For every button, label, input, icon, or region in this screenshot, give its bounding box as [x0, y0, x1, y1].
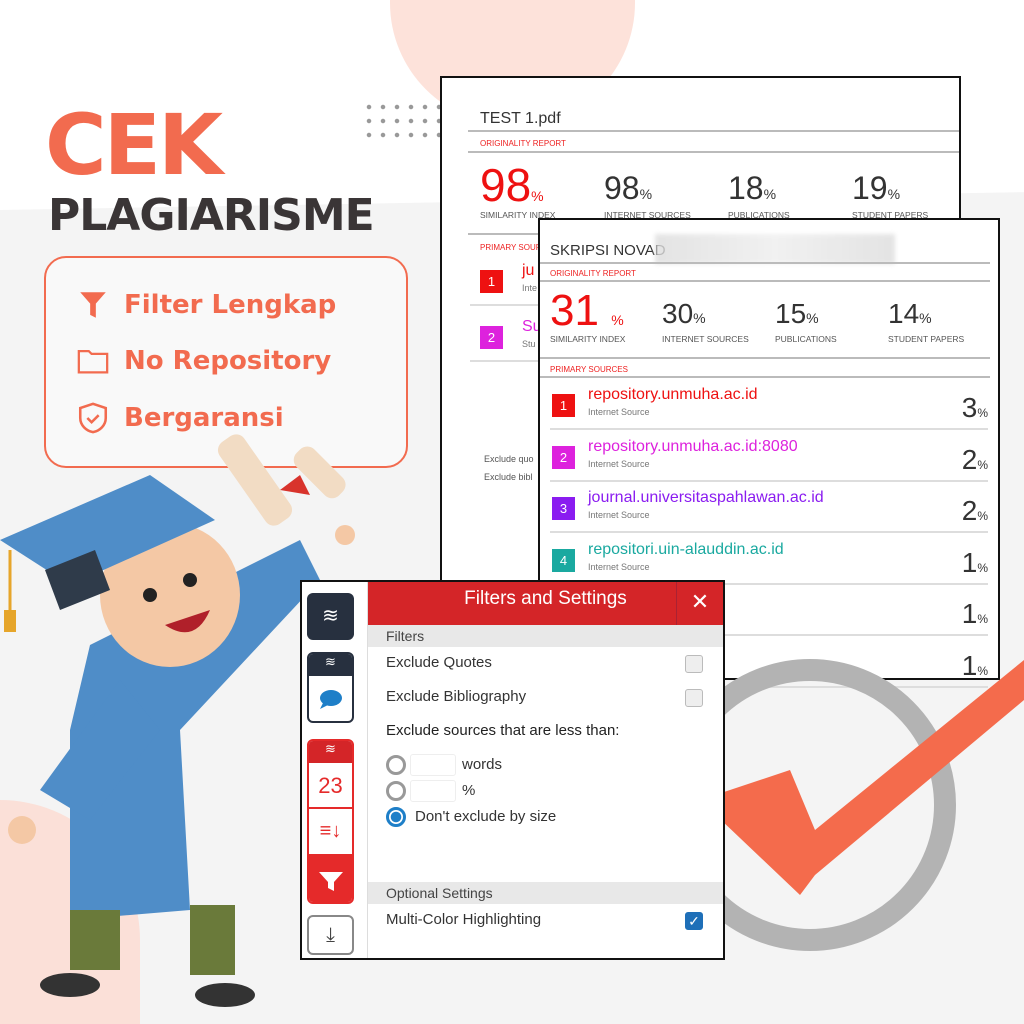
optional-settings-header: Optional Settings: [368, 882, 723, 904]
stat-label: PUBLICATIONS: [775, 334, 837, 344]
source-type: Internet Source: [588, 510, 650, 520]
primary-sources-label: PRIMARY SOUR: [480, 243, 542, 252]
source-number: 3: [552, 497, 575, 520]
funnel-icon: [319, 872, 343, 891]
internet-value: 98: [604, 170, 640, 206]
graduate-illustration: [0, 434, 355, 1007]
source-percent: 2%: [961, 443, 988, 475]
no-exclude-label: Don't exclude by size: [415, 808, 557, 825]
percent-label: %: [462, 782, 476, 799]
filter-button[interactable]: [309, 854, 352, 902]
source-row[interactable]: 1%: [550, 586, 988, 636]
words-radio[interactable]: [386, 755, 406, 775]
source-percent: 1%: [961, 649, 988, 681]
tool-sidebar: ≋ ≋ ≋ 23 ≡↓ ⤓: [302, 582, 368, 958]
source-link[interactable]: journal.universitaspahlawan.ac.id: [588, 489, 824, 506]
originality-label: ORIGINALITY REPORT: [480, 139, 566, 148]
source-percent: 1%: [961, 598, 988, 629]
words-input[interactable]: [410, 754, 456, 776]
filters-settings-panel: ≋ ≋ ≋ 23 ≡↓ ⤓ Filters and Settings ✕ Fil…: [300, 580, 725, 960]
publications-value: 18: [728, 170, 764, 206]
source-type: Internet Source: [588, 561, 650, 572]
shield-check-icon: [78, 402, 108, 434]
feature-label: Filter Lengkap: [124, 290, 337, 320]
stat-label: INTERNET SOURCES: [662, 334, 749, 344]
student-value: 14: [888, 298, 920, 329]
match-count[interactable]: 23: [309, 763, 352, 809]
decorative-dots: [362, 100, 442, 145]
primary-sources-label: PRIMARY SOURCES: [550, 365, 628, 374]
percent-radio[interactable]: [386, 781, 406, 801]
layers-icon: ≋: [322, 605, 339, 627]
panel-header: Filters and Settings ✕: [368, 582, 723, 625]
stat-label: PUBLICATIONS: [728, 210, 790, 220]
exclude-quotes-label: Exclude Quotes: [386, 654, 492, 671]
source-type: Internet Source: [588, 407, 650, 417]
filters-section-header: Filters: [368, 625, 723, 647]
source-link[interactable]: repository.unmuha.ac.id:8080: [588, 437, 798, 455]
student-value: 19: [852, 170, 888, 206]
feature-item: Bergaransi: [76, 401, 284, 435]
internet-value: 30: [662, 298, 694, 329]
report-filename: SKRIPSI NOVAD: [550, 242, 666, 259]
folder-icon: [77, 349, 109, 374]
exclude-quotes-checkbox[interactable]: [685, 655, 703, 673]
exclude-bibliography-checkbox[interactable]: [685, 689, 703, 707]
layers-icon: ≋: [309, 741, 352, 763]
source-link[interactable]: repository.unmuha.ac.id: [588, 386, 758, 403]
panel-title: Filters and Settings: [464, 588, 627, 609]
comment-bubble-icon: [320, 690, 342, 709]
stat-label: INTERNET SOURCES: [604, 210, 691, 220]
feature-item: Filter Lengkap: [76, 288, 336, 322]
promo-subtitle: PLAGIARISME: [48, 190, 375, 241]
similarity-value: 98: [480, 159, 532, 211]
feature-item: No Repository: [76, 344, 331, 378]
stat-label: SIMILARITY INDEX: [550, 334, 626, 344]
similarity-toolbar: ≋ 23 ≡↓: [307, 739, 354, 904]
feature-label: No Repository: [124, 346, 332, 376]
feature-label: Bergaransi: [124, 403, 284, 433]
multicolor-label: Multi-Color Highlighting: [386, 911, 542, 928]
similarity-value: 31: [550, 286, 599, 335]
layers-button[interactable]: ≋: [307, 593, 354, 640]
download-button[interactable]: ⤓: [307, 915, 354, 955]
exclude-bibliography-label: Exclude Bibliography: [386, 688, 527, 705]
multicolor-checkbox[interactable]: ✓: [685, 912, 703, 930]
download-icon: ⤓: [326, 924, 335, 946]
words-label: words: [462, 756, 503, 773]
percent-input[interactable]: [410, 780, 456, 802]
no-exclude-radio[interactable]: [386, 807, 406, 827]
source-row[interactable]: 2 repository.unmuha.ac.id:8080 Internet …: [550, 432, 988, 482]
stat-label: SIMILARITY INDEX: [480, 210, 556, 220]
funnel-icon: [80, 292, 106, 318]
check-icon: [700, 660, 1024, 895]
source-row[interactable]: 3 journal.universitaspahlawan.ac.id Inte…: [550, 483, 988, 533]
source-link[interactable]: repositori.uin-alauddin.ac.id: [588, 540, 784, 558]
footer-text: Exclude quo: [484, 454, 534, 464]
source-number: 2: [552, 445, 575, 469]
feature-box: Filter Lengkap No Repository Bergaransi: [44, 256, 408, 468]
source-row[interactable]: 4 repositori.uin-alauddin.ac.id Internet…: [550, 535, 988, 585]
report-filename: TEST 1.pdf: [480, 110, 561, 127]
close-button[interactable]: ✕: [676, 582, 723, 625]
publications-value: 15: [775, 298, 807, 329]
stat-label: STUDENT PAPERS: [852, 210, 929, 220]
source-number: 4: [552, 548, 575, 572]
layers-icon: ≋: [309, 654, 352, 676]
originality-label: ORIGINALITY REPORT: [550, 269, 636, 278]
source-percent: 1%: [961, 546, 988, 578]
comments-button[interactable]: ≋: [307, 652, 354, 723]
promo-title: CEK: [45, 96, 223, 194]
source-type: Internet Source: [588, 458, 650, 469]
exclude-sources-label: Exclude sources that are less than:: [386, 722, 620, 739]
source-percent: 2%: [961, 495, 988, 526]
source-number: 1: [552, 394, 575, 417]
blurred-filename: [655, 234, 895, 264]
source-percent: 3%: [961, 392, 988, 423]
footer-text: Exclude bibl: [484, 472, 533, 482]
stat-label: STUDENT PAPERS: [888, 334, 965, 344]
sort-icon[interactable]: ≡↓: [319, 820, 342, 842]
source-row[interactable]: 1 repository.unmuha.ac.id Internet Sourc…: [550, 380, 988, 430]
